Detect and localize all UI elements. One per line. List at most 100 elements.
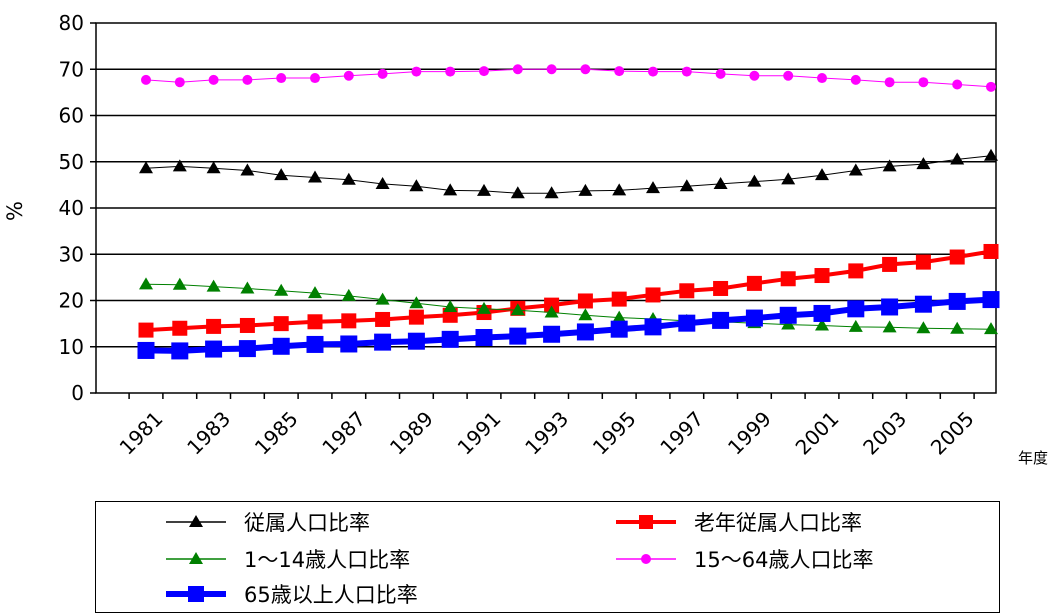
data-point [544,186,559,199]
data-point [408,309,424,325]
data-point [749,70,760,81]
data-point [510,303,525,316]
data-point [984,148,998,161]
data-point [377,68,388,79]
data-point [409,179,424,192]
data-point [374,333,392,351]
legend-key-square-blue [166,586,226,602]
data-point [916,157,931,170]
data-point [850,74,861,85]
data-point [745,309,763,327]
data-point [308,286,322,299]
data-point [982,291,1000,309]
data-point [343,70,354,81]
data-point [139,161,153,174]
legend: 従属人口比率 老年従属人口比率 1～14歳人口比率 15～64歳人口比率 65歳… [95,501,1000,613]
data-point [307,314,323,330]
data-point [546,64,557,75]
data-point [713,176,728,189]
x-tick-label: 2001 [791,407,844,460]
series-layer [137,64,1000,360]
data-point [611,291,627,307]
x-tick-label: 1991 [453,407,506,460]
data-point [679,179,694,192]
series-line [145,283,992,330]
data-point [205,340,223,358]
data-point [949,249,965,265]
data-point [341,288,356,301]
data-point [814,268,830,284]
data-point [407,332,425,350]
series-0 [139,148,998,199]
x-tick-label: 1999 [723,407,776,460]
x-tick-label: 1997 [655,407,708,460]
data-point [206,161,221,174]
data-point [950,152,965,165]
data-point [411,66,422,77]
data-point [882,320,897,333]
y-tick-label: 50 [59,150,84,174]
gridlines [96,68,996,348]
data-point [848,163,863,176]
data-point [715,68,726,79]
data-point [477,301,491,314]
x-tick-label: 1987 [317,407,370,460]
y-tick-label: 70 [59,57,84,81]
data-point [747,174,762,187]
data-point [441,330,459,348]
data-point [375,311,391,327]
data-point [141,74,151,85]
data-point [341,313,357,329]
legend-key-square-red [616,515,676,529]
data-point [914,295,932,313]
data-point [645,287,661,303]
data-point [375,176,390,189]
data-point [138,322,154,338]
data-point [915,254,931,270]
data-point [206,279,221,292]
data-point [477,183,491,196]
data-point [510,186,525,199]
data-point [443,299,458,312]
data-point [479,66,489,77]
x-tick-label: 1981 [115,407,168,460]
data-point [644,318,662,336]
data-point [274,168,289,181]
data-point [240,281,255,294]
data-point [712,311,730,329]
data-point [612,183,627,196]
y-tick-label: 0 [71,381,84,405]
data-point [918,77,929,88]
data-point [242,74,253,85]
data-point [171,342,189,360]
data-point [813,304,831,322]
data-point [815,168,829,181]
data-point [713,280,729,296]
x-tick-label: 1993 [520,407,573,460]
legend-label: 従属人口比率 [244,511,370,535]
data-point [409,296,424,309]
data-point [984,322,998,335]
data-point [884,77,895,88]
data-point [646,181,660,194]
data-point [678,314,696,332]
data-point [375,292,390,305]
y-tick-label: 10 [59,335,84,359]
x-axis-ticks: 1981 1983 1985 1987 1989 1991 1993 1995 1997 1999… [115,393,979,460]
data-point [509,327,527,345]
x-tick-label: 1983 [182,407,235,460]
data-point [340,335,358,353]
data-point [986,81,996,92]
series-line [145,155,992,194]
data-point [306,335,324,353]
data-point [206,318,222,334]
data-point [445,66,456,77]
data-point [648,66,658,77]
data-point [137,341,155,359]
y-axis-ticks: 0 10 20 30 40 50 60 70 80 [59,11,96,405]
legend-label: 1～14歳人口比率 [244,548,411,572]
legend-label: 老年従属人口比率 [694,511,862,535]
data-point [174,77,185,88]
x-tick-label: 1989 [385,407,438,460]
data-point [882,159,897,172]
